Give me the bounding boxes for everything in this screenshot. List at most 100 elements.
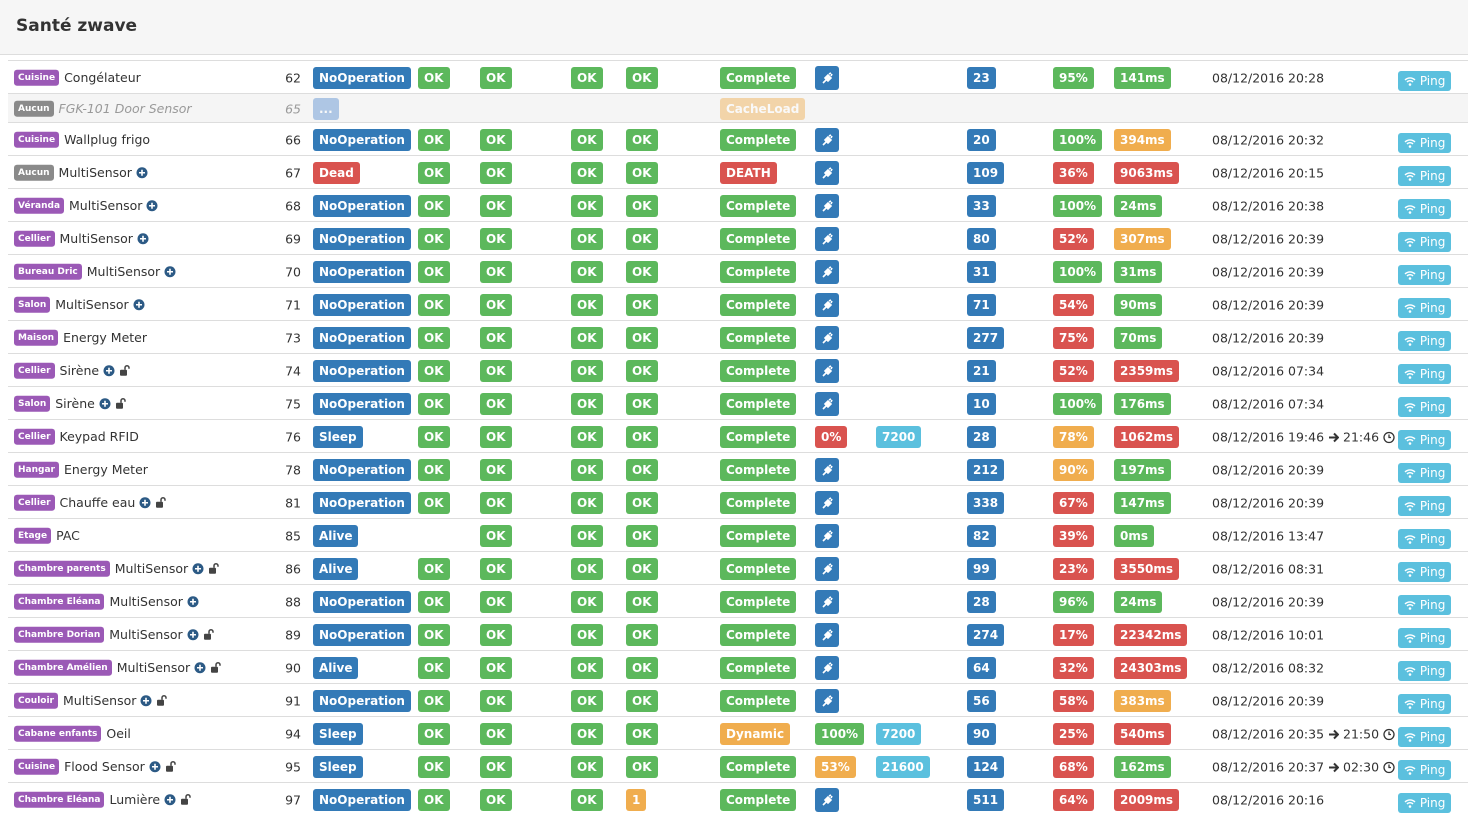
test-badge: OK — [626, 227, 658, 250]
success-rate: 36% — [1053, 161, 1094, 184]
test: OK — [480, 326, 512, 349]
table-row: Hangar Energy Meter 78 NoOperation OK OK OK OK C… — [8, 452, 1468, 486]
state-badge: NoOperation — [313, 623, 411, 646]
ping-button[interactable]: Ping — [1398, 726, 1452, 747]
ping-button[interactable]: Ping — [1398, 660, 1452, 681]
neighbours-badge: 56 — [967, 689, 996, 712]
latency: 197ms — [1114, 458, 1171, 481]
last-date: 08/12/2016 20:39 — [1212, 495, 1324, 510]
test-badge: OK — [626, 458, 658, 481]
stage: Complete — [720, 491, 797, 514]
node-id: 73 — [285, 330, 301, 345]
last-date: 08/12/2016 20:38 — [1212, 198, 1324, 213]
test-badge: OK — [571, 66, 603, 89]
plus-icon — [103, 365, 115, 377]
last-date: 08/12/2016 20:16 — [1212, 792, 1324, 807]
plug-badge — [815, 292, 839, 317]
stage: CacheLoad — [720, 97, 806, 120]
ping-button[interactable]: Ping — [1398, 528, 1452, 549]
date: 08/12/2016 08:32 — [1212, 660, 1325, 675]
ping-button[interactable]: Ping — [1398, 70, 1452, 91]
stage: Complete — [720, 194, 797, 217]
neighbours-badge: 274 — [967, 623, 1005, 646]
success-rate-badge: 54% — [1053, 293, 1094, 316]
table-row: Salon MultiSensor 71 NoOperation OK OK OK OK Co… — [8, 287, 1468, 321]
latency-badge: 176ms — [1114, 392, 1171, 415]
last-date: 08/12/2016 20:39 — [1212, 594, 1324, 609]
date: 08/12/2016 20:39 — [1212, 594, 1325, 609]
ping-button[interactable]: Ping — [1398, 363, 1452, 384]
power — [815, 127, 839, 152]
ping-button[interactable]: Ping — [1398, 198, 1452, 219]
success-rate-badge: 25% — [1053, 722, 1094, 745]
success-rate-badge: 17% — [1053, 623, 1094, 646]
stage-badge: Complete — [720, 227, 797, 250]
test-badge: OK — [571, 161, 603, 184]
last-date: 08/12/2016 20:28 — [1212, 70, 1324, 85]
test: OK — [571, 161, 603, 184]
stage: Complete — [720, 656, 797, 679]
ping-button[interactable]: Ping — [1398, 297, 1452, 318]
test: OK — [480, 590, 512, 613]
test-badge: OK — [418, 623, 450, 646]
stage: Complete — [720, 392, 797, 415]
test: OK — [626, 425, 658, 448]
ping-button[interactable]: Ping — [1398, 561, 1452, 582]
latency-badge: 2009ms — [1114, 788, 1180, 811]
power: 0% — [815, 425, 848, 448]
ping-button[interactable]: Ping — [1398, 330, 1452, 351]
plug-badge — [815, 65, 839, 90]
neighbours: 212 — [967, 458, 1005, 481]
node-id: 81 — [285, 495, 301, 510]
date: 08/12/2016 19:46 — [1212, 429, 1325, 444]
device-cell: Chambre Amélien MultiSensor — [14, 659, 221, 676]
test-badge: OK — [571, 788, 603, 811]
test-badge: OK — [418, 491, 450, 514]
ping-button[interactable]: Ping — [1398, 594, 1452, 615]
table-row: Chambre Eléana MultiSensor 88 NoOperation O… — [8, 584, 1468, 618]
state-badge: NoOperation — [313, 260, 411, 283]
stage-badge: Complete — [720, 788, 797, 811]
neighbours-badge: 277 — [967, 326, 1005, 349]
test-badge: OK — [480, 425, 512, 448]
date: 08/12/2016 20:39 — [1212, 231, 1325, 246]
next-wakeup: 02:30 — [1343, 759, 1380, 774]
ping-button[interactable]: Ping — [1398, 396, 1452, 417]
ping-button[interactable]: Ping — [1398, 165, 1452, 186]
date: 08/12/2016 20:39 — [1212, 297, 1325, 312]
latency: 176ms — [1114, 392, 1171, 415]
ping-button[interactable]: Ping — [1398, 627, 1452, 648]
test-badge: OK — [571, 128, 603, 151]
ping-button[interactable]: Ping — [1398, 231, 1452, 252]
state: NoOperation — [313, 689, 411, 712]
ping-button[interactable]: Ping — [1398, 429, 1452, 450]
state-badge: Sleep — [313, 755, 363, 778]
state: NoOperation — [313, 326, 411, 349]
ping-button[interactable]: Ping — [1398, 462, 1452, 483]
test-badge: OK — [480, 689, 512, 712]
ping-button[interactable]: Ping — [1398, 264, 1452, 285]
state: Alive — [313, 524, 359, 547]
plug-badge — [815, 193, 839, 218]
unlock-icon — [211, 662, 221, 673]
success-rate-badge: 95% — [1053, 66, 1094, 89]
room-label: Chambre Eléana — [14, 791, 105, 808]
test-badge: OK — [626, 557, 658, 580]
neighbours: 23 — [967, 66, 996, 89]
latency: 9063ms — [1114, 161, 1180, 184]
ping-cell: Ping — [1398, 226, 1452, 252]
ping-button[interactable]: Ping — [1398, 792, 1452, 813]
ping-button[interactable]: Ping — [1398, 759, 1452, 780]
ping-label: Ping — [1419, 630, 1446, 645]
plug-icon — [822, 233, 833, 245]
device-name: MultiSensor — [63, 692, 137, 708]
power: 53% — [815, 755, 856, 778]
ping-label: Ping — [1419, 234, 1446, 249]
state: Dead — [313, 161, 360, 184]
stage: Complete — [720, 359, 797, 382]
date: 08/12/2016 07:34 — [1212, 396, 1325, 411]
ping-button[interactable]: Ping — [1398, 132, 1452, 153]
ping-button[interactable]: Ping — [1398, 495, 1452, 516]
wifi-icon — [1404, 370, 1416, 379]
ping-button[interactable]: Ping — [1398, 693, 1452, 714]
